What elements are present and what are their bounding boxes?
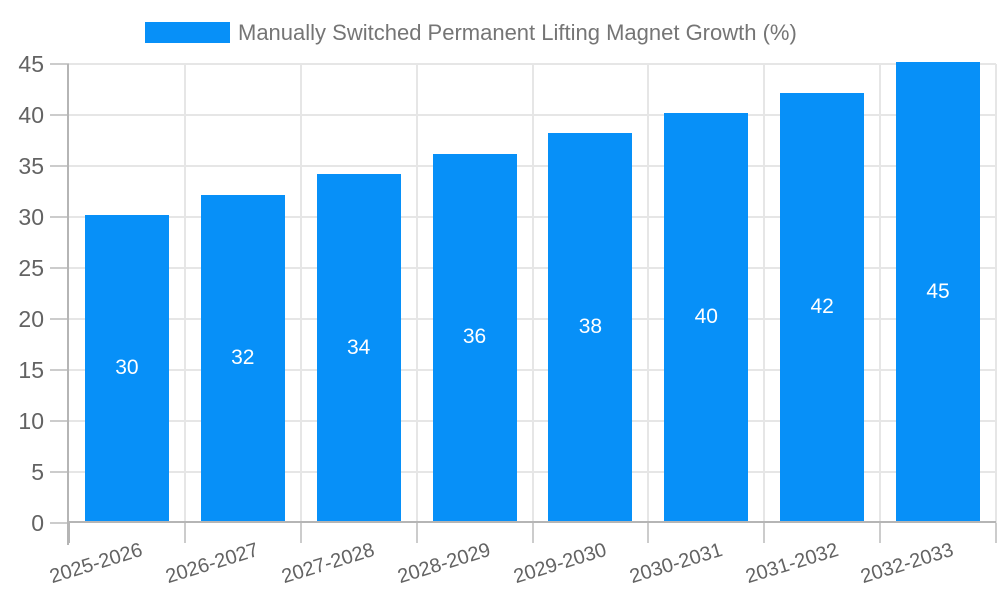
y-axis-tick [50,318,69,320]
x-axis-tick-label: 2025-2026 [47,539,146,589]
y-axis-tick-label: 20 [18,306,44,332]
bar[interactable]: 40 [664,113,749,521]
y-axis-tick [50,522,69,524]
bar[interactable]: 42 [780,92,865,521]
gridline-vertical [647,64,650,523]
plot-area: 0 5 10 15 20 25 30 35 40 45 30 2025-2026 32 2026-2027… [18,51,997,588]
x-axis-tick [763,523,766,543]
x-axis-tick [879,523,882,543]
x-axis-tick [995,523,997,543]
gridline-vertical [995,64,997,523]
y-axis-line [67,64,69,545]
bar[interactable]: 32 [200,194,285,521]
y-axis-tick-label: 10 [18,408,44,434]
bar[interactable]: 38 [548,133,633,521]
gridline-vertical [531,64,534,523]
bar-value-label: 36 [462,325,487,349]
bar[interactable]: 30 [84,215,169,521]
bar-value-label: 45 [926,279,950,303]
bar-value-label: 32 [231,345,255,369]
bar[interactable]: 34 [316,174,401,521]
y-axis-tick-label: 5 [31,459,44,485]
x-axis-tick-label: 2028-2029 [395,539,493,589]
gridline-vertical [415,64,418,523]
x-axis-tick-label: 2027-2028 [279,539,378,589]
x-axis-tick-label: 2030-2031 [626,539,725,589]
x-axis-tick [647,523,650,543]
y-axis-tick-label: 40 [18,102,44,128]
y-axis-tick-label: 15 [18,357,44,383]
y-axis-tick [50,267,69,269]
y-axis-tick-label: 30 [18,204,44,230]
bar[interactable]: 45 [896,62,981,521]
x-axis-tick-label: 2031-2032 [742,539,841,589]
x-axis-tick-label: 2026-2027 [163,539,262,589]
x-axis-tick-label: 2029-2030 [510,539,609,589]
y-axis-tick-label: 35 [18,153,44,179]
bar-value-label: 40 [694,305,718,328]
bar-value-label: 42 [810,294,834,318]
bar-value-label: 38 [578,315,603,339]
y-axis-tick [50,165,69,167]
gridline-vertical [763,64,766,523]
y-axis-tick [50,114,69,116]
x-axis-tick [183,523,186,543]
legend-label: Manually Switched Permanent Lifting Magn… [238,20,797,45]
bar-value-label: 34 [347,335,371,359]
y-axis-tick [50,63,69,66]
y-axis-tick-label: 0 [31,510,44,536]
y-axis-tick [50,216,69,218]
x-axis-tick [415,523,418,543]
x-axis-tick [299,523,302,543]
x-axis-tick [531,523,534,543]
y-axis-tick [50,369,69,371]
y-axis-tick-label: 25 [18,255,44,281]
bar-value-label: 30 [115,356,139,379]
x-axis-line [67,521,996,523]
gridline-vertical [879,64,882,523]
gridline-vertical [183,64,186,523]
y-axis-tick [50,471,69,473]
x-axis-tick [68,523,70,543]
gridline-vertical [299,64,302,523]
x-axis-tick-label: 2032-2033 [858,539,957,589]
y-axis-tick-label: 45 [18,51,44,77]
legend: Manually Switched Permanent Lifting Magn… [145,20,797,45]
bar[interactable]: 36 [432,153,517,521]
y-axis-tick [50,420,69,422]
legend-swatch [145,22,230,43]
